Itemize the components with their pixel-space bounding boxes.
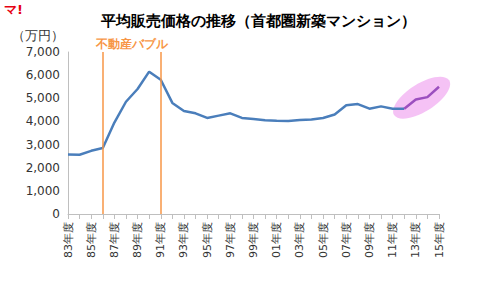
- svg-text:87年度: 87年度: [108, 222, 121, 258]
- svg-text:99年度: 99年度: [247, 222, 260, 258]
- svg-text:09年度: 09年度: [363, 222, 376, 258]
- svg-text:13年度: 13年度: [409, 222, 422, 258]
- svg-text:2,000: 2,000: [26, 161, 60, 175]
- svg-text:平均販売価格の推移（首都圏新築マンション）: 平均販売価格の推移（首都圏新築マンション）: [100, 12, 416, 30]
- svg-text:不動産バブル: 不動産バブル: [95, 37, 169, 51]
- svg-text:95年度: 95年度: [201, 222, 214, 258]
- svg-text:4,000: 4,000: [26, 114, 60, 128]
- svg-text:07年度: 07年度: [340, 222, 353, 258]
- svg-text:91年度: 91年度: [154, 222, 167, 258]
- svg-text:マ!: マ!: [4, 2, 23, 17]
- svg-text:01年度: 01年度: [270, 222, 283, 258]
- svg-text:11年度: 11年度: [386, 222, 399, 258]
- svg-text:97年度: 97年度: [224, 222, 237, 258]
- svg-text:3,000: 3,000: [26, 138, 60, 152]
- svg-text:6,000: 6,000: [26, 68, 60, 82]
- svg-text:0: 0: [52, 207, 60, 221]
- svg-text:89年度: 89年度: [131, 222, 144, 258]
- svg-text:83年度: 83年度: [62, 222, 75, 258]
- svg-text:03年度: 03年度: [293, 222, 306, 258]
- svg-text:1,000: 1,000: [26, 184, 60, 198]
- svg-text:93年度: 93年度: [177, 222, 190, 258]
- svg-text:15年度: 15年度: [433, 222, 446, 258]
- svg-text:7,000: 7,000: [26, 45, 60, 59]
- svg-text:05年度: 05年度: [317, 222, 330, 258]
- svg-text:5,000: 5,000: [26, 91, 60, 105]
- svg-text:85年度: 85年度: [85, 222, 98, 258]
- svg-text:（万円）: （万円）: [12, 28, 64, 43]
